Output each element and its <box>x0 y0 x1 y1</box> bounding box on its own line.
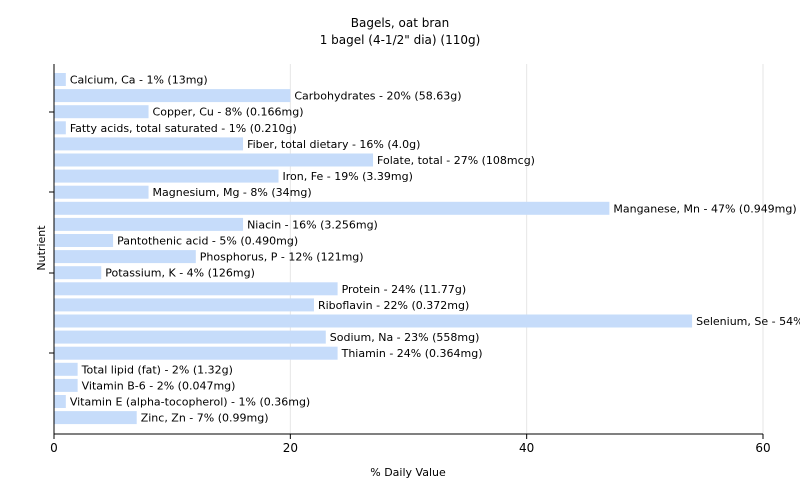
bars: Calcium, Ca - 1% (13mg) Carbohydrates - 2… <box>54 73 800 425</box>
x-tick-label: 20 <box>283 441 298 455</box>
bar <box>54 250 196 264</box>
chart-title: Bagels, oat bran <box>351 16 450 30</box>
bar <box>54 266 102 280</box>
bar-data-label: Manganese, Mn - 47% (0.949mg) <box>613 202 796 215</box>
bar <box>54 411 137 425</box>
bar-data-label: Total lipid (fat) - 2% (1.32g) <box>81 363 233 376</box>
bar-data-label: Zinc, Zn - 7% (0.99mg) <box>141 412 269 425</box>
x-axis-label: % Daily Value <box>370 466 446 479</box>
bar-data-label: Protein - 24% (11.77g) <box>342 283 467 296</box>
bar <box>54 137 244 151</box>
chart-subtitle: 1 bagel (4-1/2" dia) (110g) <box>320 33 481 47</box>
bar-data-label: Copper, Cu - 8% (0.166mg) <box>153 106 304 119</box>
bar-data-label: Phosphorus, P - 12% (121mg) <box>200 251 364 264</box>
bar <box>54 362 78 376</box>
bar-data-label: Vitamin E (alpha-tocopherol) - 1% (0.36m… <box>70 396 310 409</box>
bar-data-label: Thiamin - 24% (0.364mg) <box>341 347 483 360</box>
bar <box>54 298 314 312</box>
bar <box>54 153 374 167</box>
x-tick-label: 0 <box>50 441 58 455</box>
bar-data-label: Iron, Fe - 19% (3.39mg) <box>283 170 413 183</box>
bar <box>54 314 693 328</box>
bar-data-label: Magnesium, Mg - 8% (34mg) <box>153 186 312 199</box>
axes: 0 20 40 60 <box>49 64 771 455</box>
bar-data-label: Fiber, total dietary - 16% (4.0g) <box>247 138 420 151</box>
bar <box>54 217 244 231</box>
bar-data-label: Fatty acids, total saturated - 1% (0.210… <box>70 122 297 135</box>
bar <box>54 169 279 183</box>
bar-data-label: Niacin - 16% (3.256mg) <box>247 218 378 231</box>
bar <box>54 330 326 344</box>
bar-data-label: Riboflavin - 22% (0.372mg) <box>318 299 469 312</box>
bar <box>54 201 610 215</box>
bar <box>54 73 66 86</box>
x-tick-label: 40 <box>519 441 534 455</box>
bar-data-label: Pantothenic acid - 5% (0.490mg) <box>117 235 298 248</box>
bar-data-label: Selenium, Se - 54% (37.6mcg) <box>696 315 800 328</box>
grid-lines <box>289 64 764 434</box>
y-axis-label: Nutrient <box>35 225 48 271</box>
bar <box>54 89 291 103</box>
bar-data-label: Folate, total - 27% (108mcg) <box>377 154 535 167</box>
bar <box>54 346 338 360</box>
bar <box>54 121 66 135</box>
bar <box>54 395 66 408</box>
bar-data-label: Sodium, Na - 23% (558mg) <box>330 331 480 344</box>
bar <box>54 378 78 392</box>
bar <box>54 282 338 296</box>
bar-data-label: Vitamin B-6 - 2% (0.047mg) <box>82 379 236 392</box>
bar-data-label: Carbohydrates - 20% (58.63g) <box>294 90 461 103</box>
x-tick-label: 60 <box>755 441 770 455</box>
bar <box>54 185 149 199</box>
bar-data-label: Potassium, K - 4% (126mg) <box>105 267 255 280</box>
bar <box>54 105 149 119</box>
bar-data-label: Calcium, Ca - 1% (13mg) <box>70 74 208 87</box>
bar <box>54 234 114 247</box>
